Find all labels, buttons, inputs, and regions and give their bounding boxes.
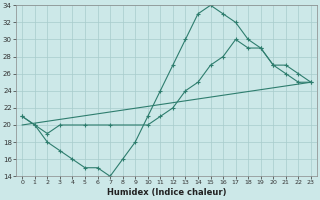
X-axis label: Humidex (Indice chaleur): Humidex (Indice chaleur) [107, 188, 226, 197]
